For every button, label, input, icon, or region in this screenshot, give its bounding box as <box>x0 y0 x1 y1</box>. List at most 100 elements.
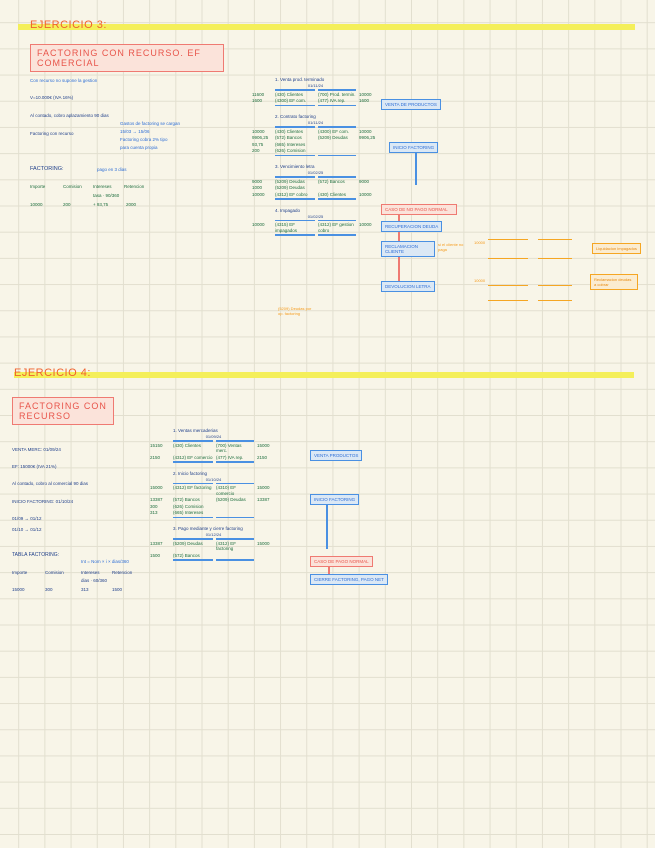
table-header: Importe <box>12 570 28 575</box>
t-account-line <box>275 198 315 200</box>
ex4-note: 01/10 → 01/12 <box>12 527 42 532</box>
credit-amount: 15000 <box>257 540 270 546</box>
t-account-line <box>216 440 254 442</box>
debit-account: (4315) EF impagados <box>275 222 298 233</box>
orange-note: si el cliente no paga <box>438 242 464 252</box>
credit-amount: 10000 <box>359 91 372 97</box>
debit-account: (430) Clientes <box>275 91 304 97</box>
box-caso-pago-normal: CASO DE PAGO NORMAL <box>310 556 373 567</box>
t-account-line <box>216 559 254 561</box>
t-account: 01/12/24 13387 (5209) Deudas (4312) EF fact… <box>150 532 277 561</box>
box-recuperacion-deuda: RECUPERACION DEUDA <box>381 221 443 232</box>
table-header: Comision <box>63 184 82 189</box>
t-account-line <box>275 176 315 178</box>
t-account-line <box>275 234 315 236</box>
orange-value: 10000 <box>474 278 486 283</box>
table-header: Retencion <box>112 570 133 575</box>
credit-account: (5209) Deudas <box>216 497 246 502</box>
table-cell: 10000 <box>30 202 43 207</box>
debit-account: (626) Comision <box>173 503 204 509</box>
credit-account: (4312) EF factoring <box>216 540 237 552</box>
debit-account: (5209) Deudas <box>275 185 305 190</box>
step-date: 01/02/25 <box>307 213 324 219</box>
debit-amount: 13387 <box>150 497 163 502</box>
t-account-line <box>318 176 356 178</box>
table-header: Comision <box>45 570 64 575</box>
credit-amount: 15000 <box>257 442 270 448</box>
t-account-line <box>275 126 315 128</box>
debit-account: (5209) Deudas <box>173 540 203 546</box>
table-header: Intereses <box>81 570 100 575</box>
credit-amount: 1600 <box>359 98 370 103</box>
ex4-topic-box: FACTORING CON RECURSO <box>12 397 114 425</box>
credit-account: (4300) EF com. <box>318 128 350 134</box>
debit-account: (572) Bancos <box>275 135 302 140</box>
step-title: 2. Inicio factoring <box>173 470 208 476</box>
credit-account: (700) Ventas merc. <box>216 442 242 454</box>
t-account-line <box>318 154 356 156</box>
credit-amount: 13387 <box>257 497 270 502</box>
ex4-note: INICIO FACTORING: 01/10/24 <box>12 499 74 504</box>
table-cell: 15000 <box>12 587 25 592</box>
t-account-line <box>275 154 315 156</box>
credit-amount: 10000 <box>359 191 372 197</box>
step-date: 01/12/24 <box>205 532 222 537</box>
t-account: 01/11/24 10000 (430) Clientes (4300) EF com… <box>252 120 379 156</box>
step-title: 3. Vencimiento letra <box>275 164 315 169</box>
debit-amount: 93,75 <box>252 141 264 147</box>
box-venta-productos: VENTA DE PRODUCTOS <box>381 99 441 110</box>
box-caso-no-pago: CASO DE NO PAGO NORMAL <box>381 204 457 215</box>
debit-amount: 1600 <box>252 98 263 103</box>
debit-amount: 11600 <box>252 91 265 97</box>
debit-amount: 13387 <box>150 540 163 546</box>
t-account-line <box>318 126 356 128</box>
t-account: 01/02/25 10000 (4315) EF impagados (4312) E… <box>252 214 379 236</box>
t-account-line <box>318 89 356 91</box>
debit-amount: 9000 <box>252 178 263 184</box>
credit-account: (5209) Deudas <box>318 135 348 140</box>
credit-account: (430) Clientes <box>318 191 347 197</box>
journal-entry: 4. Impagado 01/02/25 10000 (4315) EF impaga… <box>252 208 379 236</box>
credit-amount: 9000 <box>359 178 370 184</box>
step-date: 01/02/25 <box>307 170 324 175</box>
t-account-line <box>173 538 213 540</box>
ex4-note: VENTA MERC: 01/09/24 <box>12 447 61 452</box>
connector-line <box>326 504 328 549</box>
step-title: 2. Contrato factoring <box>275 114 316 119</box>
step-title: 1. Ventas mercaderias <box>173 428 218 433</box>
ex3-note: Factoring con recurso <box>30 131 74 136</box>
t-account: 01/09/24 15150 (430) Clientes (700) Ventas … <box>150 434 277 463</box>
journal-entry: 1. Venta prod. terminado 01/11/24 11600 (43… <box>252 77 379 106</box>
t-account-line <box>173 482 213 484</box>
credit-account: (477) IVA rep. <box>216 454 244 460</box>
debit-account: (4300) EF com. <box>275 98 307 103</box>
credit-account: (4312) EF gestion cobro <box>318 222 354 233</box>
ex3-note: Con recurso no supone la gestion <box>30 78 98 83</box>
debit-account: (665) Intereses <box>173 510 204 515</box>
ex3-note: Gastos de factoring se cargan <box>120 121 181 126</box>
step-date: 01/11/24 <box>307 83 324 88</box>
ex4-title: EJERCICIO 4: <box>14 367 91 379</box>
ex3-note: Al contado, cobro aplazamiento 90 dias <box>30 113 109 118</box>
table-header: Importe <box>30 184 46 189</box>
debit-account: (430) Clientes <box>173 442 202 448</box>
debit-amount: 200 <box>252 148 260 153</box>
step-date: 01/09/24 <box>205 434 222 439</box>
journal-entry: 3. Pago mediante y cierre factoring 01/12… <box>150 526 277 561</box>
debit-amount: 1000 <box>252 185 263 190</box>
t-account-line <box>275 219 315 221</box>
ex4-table-title: TABLA FACTORING: <box>12 552 60 558</box>
t-account-line <box>173 461 213 463</box>
table-cell: + 93,75 <box>93 202 109 207</box>
ex3-note: V=10.000€ (IVA 16%) <box>30 95 74 100</box>
ex4-note: Al contado, cobro al comercial 90 dias <box>12 481 89 486</box>
ex4-table-note: Int = Nom × i × dias/360 <box>81 559 129 564</box>
table-sub: dias · 60/360 <box>81 578 108 583</box>
step-date: 01/11/24 <box>307 120 324 125</box>
t-account-line <box>173 516 213 518</box>
ex4-note: EF: 15000€ (IVA 21%) <box>12 464 57 469</box>
debit-account: (4312) EF cobro <box>275 191 308 197</box>
ex3-note: Factoring cobra 2% tipo <box>120 137 168 142</box>
credit-amount: 10000 <box>359 128 372 134</box>
table-header: Intereses <box>93 184 112 189</box>
